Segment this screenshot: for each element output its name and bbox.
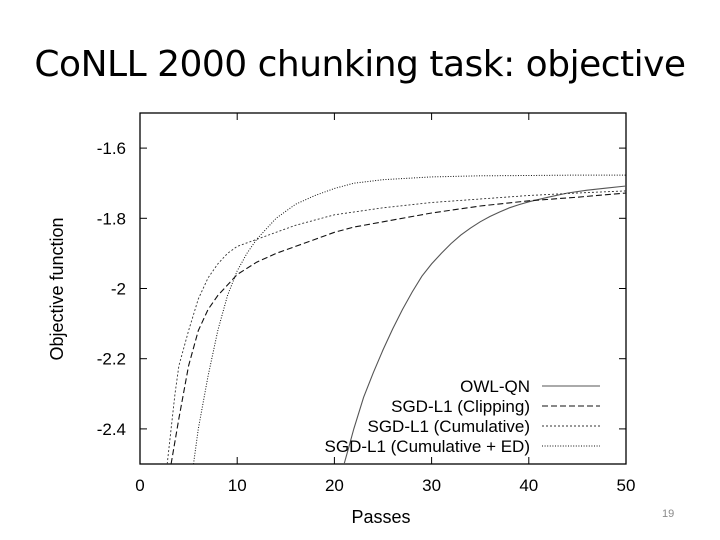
series-lines — [166, 174, 626, 464]
legend-label-2: SGD-L1 (Clipping) — [391, 397, 530, 416]
x-tick-label: 10 — [228, 476, 247, 495]
y-tick-label: -1.6 — [97, 139, 126, 158]
y-tick-label: -2.2 — [97, 350, 126, 369]
legend-label-1: OWL-QN — [460, 377, 530, 396]
x-axis-label: Passes — [351, 507, 410, 527]
series-line-4 — [193, 174, 626, 464]
legend-label-4: SGD-L1 (Cumulative + ED) — [325, 437, 530, 456]
x-tick-label: 0 — [135, 476, 144, 495]
x-tick-label: 40 — [519, 476, 538, 495]
legend-label-3: SGD-L1 (Cumulative) — [368, 417, 531, 436]
x-tick-label: 30 — [422, 476, 441, 495]
y-tick-label: -1.8 — [97, 209, 126, 228]
y-tick-label: -2 — [111, 280, 126, 299]
series-line-3 — [166, 190, 626, 464]
slide-title: CoNLL 2000 chunking task: objective — [34, 44, 686, 85]
series-line-1 — [343, 185, 626, 464]
series-line-2 — [170, 192, 626, 464]
x-tick-label: 20 — [325, 476, 344, 495]
x-tick-label: 50 — [617, 476, 636, 495]
page-number: 19 — [662, 508, 675, 520]
axis-ticks: 0 10 20 30 40 50 -1.6 -1.8 -2 -2.2 -2.4 — [97, 113, 636, 495]
y-tick-label: -2.4 — [97, 420, 126, 439]
y-axis-label: Objective function — [47, 217, 67, 360]
plot-frame — [139, 112, 627, 465]
